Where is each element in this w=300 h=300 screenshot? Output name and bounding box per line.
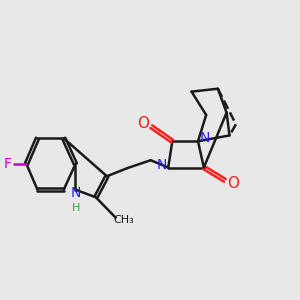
Text: H: H — [72, 203, 80, 213]
Text: N: N — [199, 131, 210, 145]
Text: O: O — [227, 176, 239, 191]
Text: F: F — [3, 157, 11, 171]
Text: O: O — [137, 116, 149, 131]
Text: N: N — [70, 186, 81, 200]
Text: N: N — [157, 158, 167, 172]
Text: CH₃: CH₃ — [113, 215, 134, 225]
